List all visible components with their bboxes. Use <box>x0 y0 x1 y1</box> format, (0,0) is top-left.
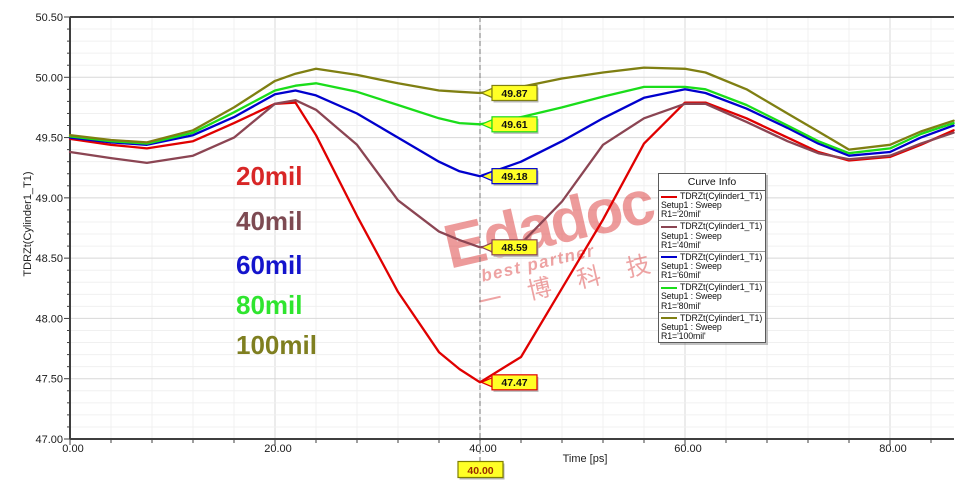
marker-x-box[interactable] <box>457 460 504 479</box>
y-tick-label: 50.50 <box>35 12 63 24</box>
marker-x-value[interactable]: 40.00 <box>467 465 493 477</box>
legend-setup: Setup1 : Sweep <box>661 200 722 211</box>
legend-variation: R1='80mil' <box>661 300 701 311</box>
legend-swatch-100mil <box>661 317 677 320</box>
legend-setup: Setup1 : Sweep <box>661 260 722 271</box>
annotation-100mil[interactable]: 100mil <box>236 330 317 360</box>
callout-tail-80mil[interactable] <box>479 118 493 130</box>
callout-value-60mil[interactable]: 49.18 <box>501 171 527 183</box>
y-tick-label: 47.00 <box>35 434 63 446</box>
legend-variation: R1='40mil' <box>661 239 701 250</box>
legend-setup: Setup1 : Sweep <box>661 230 722 241</box>
y-tick-label: 49.50 <box>35 133 63 145</box>
x-tick-label: 0.00 <box>62 443 83 455</box>
x-tick-label: 80.00 <box>879 443 907 455</box>
annotation-80mil[interactable]: 80mil <box>236 290 303 320</box>
legend[interactable]: Curve Info TDRZt(Cylinder1_T1) Setup1 : S… <box>658 173 766 344</box>
annotation-60mil[interactable]: 60mil <box>236 250 303 280</box>
legend-variation: R1='60mil' <box>661 270 701 281</box>
callout-value-100mil[interactable]: 49.87 <box>501 88 527 100</box>
y-tick-label: 48.00 <box>35 313 63 325</box>
y-tick-label: 49.00 <box>35 193 63 205</box>
legend-curve-name: TDRZt(Cylinder1_T1) <box>680 251 763 262</box>
annotation-40mil[interactable]: 40mil <box>236 206 303 236</box>
callout-box-60mil[interactable] <box>491 168 538 185</box>
y-axis-title: TDRZt(Cylinder1_T1) <box>22 171 34 277</box>
callout-box-20mil[interactable] <box>491 374 538 391</box>
callout-value-80mil[interactable]: 49.61 <box>501 119 527 131</box>
legend-curve-name: TDRZt(Cylinder1_T1) <box>680 191 763 201</box>
x-axis-title: Time [ps] <box>562 453 608 465</box>
legend-curve-name: TDRZt(Cylinder1_T1) <box>680 312 763 323</box>
curve-20mil[interactable] <box>68 101 955 384</box>
legend-entry-20mil: TDRZt(Cylinder1_T1) Setup1 : Sweep R1='20m… <box>659 191 765 220</box>
legend-curve-name: TDRZt(Cylinder1_T1) <box>680 221 763 232</box>
legend-entry-100mil: TDRZt(Cylinder1_T1) Setup1 : Sweep R1='100… <box>659 311 765 342</box>
legend-title: Curve Info <box>659 174 765 191</box>
callout-value-20mil[interactable]: 47.47 <box>501 377 527 389</box>
callout-value-40mil[interactable]: 48.59 <box>501 242 527 254</box>
legend-entry-60mil: TDRZt(Cylinder1_T1) Setup1 : Sweep R1='60m… <box>659 250 765 281</box>
callout-box-100mil[interactable] <box>491 84 538 102</box>
x-tick-label: 20.00 <box>264 443 292 455</box>
legend-entry-40mil: TDRZt(Cylinder1_T1) Setup1 : Sweep R1='40m… <box>659 220 765 250</box>
legend-swatch-20mil <box>661 195 677 198</box>
legend-swatch-60mil <box>661 256 677 259</box>
y-tick-label: 47.50 <box>35 374 63 386</box>
legend-entry-80mil: TDRZt(Cylinder1_T1) Setup1 : Sweep R1='80m… <box>659 281 765 311</box>
callout-box-80mil[interactable] <box>491 116 538 133</box>
y-tick-label: 48.50 <box>35 253 63 265</box>
legend-swatch-80mil <box>661 286 677 289</box>
legend-setup: Setup1 : Sweep <box>661 291 722 302</box>
y-tick-label: 50.00 <box>35 72 63 84</box>
callout-box-40mil[interactable] <box>491 239 538 256</box>
legend-swatch-40mil <box>661 225 677 228</box>
x-tick-label: 60.00 <box>674 443 702 455</box>
legend-variation: R1='20mil' <box>661 209 701 220</box>
annotation-20mil[interactable]: 20mil <box>236 161 303 191</box>
x-tick-label: 40.00 <box>469 443 497 455</box>
legend-variation: R1='100mil' <box>661 330 706 341</box>
legend-curve-name: TDRZt(Cylinder1_T1) <box>680 282 763 293</box>
legend-setup: Setup1 : Sweep <box>661 321 722 332</box>
